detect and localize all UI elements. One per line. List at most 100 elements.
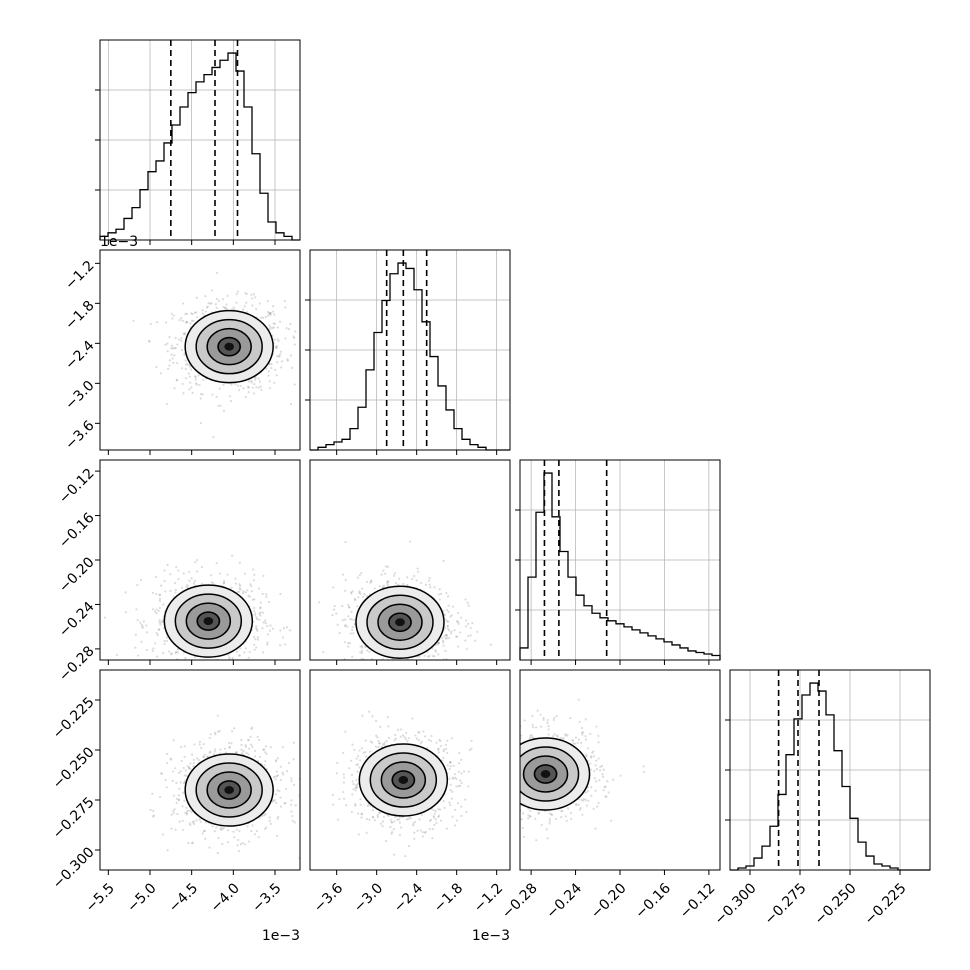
scatter-point <box>158 619 161 622</box>
scatter-panel-3-0 <box>149 714 348 860</box>
scatter-point <box>448 761 452 764</box>
scatter-point <box>218 572 222 575</box>
scatter-point <box>465 647 468 651</box>
scatter-point <box>172 361 175 364</box>
scatter-point <box>415 737 418 740</box>
scatter-point <box>272 326 275 329</box>
scatter-point <box>507 778 509 780</box>
scatter-point <box>239 588 242 591</box>
scatter-point <box>369 581 372 584</box>
scatter-point <box>279 350 283 353</box>
scatter-point <box>175 801 178 805</box>
scatter-point <box>190 842 194 845</box>
scatter-point <box>354 804 357 807</box>
scatter-point <box>268 311 271 315</box>
scatter-point <box>273 381 276 384</box>
scatter-point <box>201 309 204 312</box>
scatter-point <box>347 641 350 645</box>
scatter-point <box>161 833 164 836</box>
scatter-point <box>573 742 577 745</box>
scatter-point <box>354 789 357 792</box>
scatter-point <box>276 757 279 760</box>
density-contour <box>369 752 438 808</box>
scatter-panel-3-1 <box>331 710 473 858</box>
scatter-point <box>447 610 450 613</box>
scatter-point <box>293 783 296 787</box>
scatter-point <box>503 791 505 793</box>
scatter-point <box>293 336 296 340</box>
scatter-point <box>250 829 253 833</box>
scatter-point <box>515 734 517 736</box>
scatter-point <box>335 612 338 615</box>
scatter-point <box>256 638 259 641</box>
scatter-point <box>289 323 292 326</box>
scatter-point <box>218 729 221 733</box>
scatter-point <box>239 843 242 846</box>
scatter-point <box>259 611 262 614</box>
scatter-point <box>247 747 251 750</box>
scatter-point <box>238 583 241 586</box>
scatter-point <box>222 305 225 309</box>
scatter-point <box>578 808 581 811</box>
scatter-point <box>188 579 191 582</box>
scatter-point <box>566 734 569 737</box>
scatter-point <box>556 734 559 737</box>
scatter-point <box>169 589 172 593</box>
scatter-point <box>293 821 297 824</box>
density-shade <box>395 618 405 627</box>
scatter-point <box>469 634 472 637</box>
scatter-point <box>387 814 390 818</box>
scatter-point <box>349 617 352 621</box>
scatter-point <box>268 820 271 823</box>
scatter-point <box>387 736 391 740</box>
scatter-point <box>438 588 441 591</box>
scatter-point <box>266 641 269 644</box>
scatter-point <box>223 581 226 585</box>
scatter-point <box>462 770 466 773</box>
scatter-point <box>481 766 483 768</box>
scatter-point <box>221 298 225 301</box>
scatter-point <box>189 322 192 325</box>
scatter-point <box>382 815 385 819</box>
scatter-frame-3-1 <box>309 669 511 871</box>
scatter-point <box>397 583 400 586</box>
scatter-point <box>443 613 447 616</box>
scatter-point <box>203 753 206 756</box>
scatter-point <box>261 627 264 630</box>
scatter-point <box>199 820 202 823</box>
scatter-point <box>499 776 501 778</box>
scatter-point <box>449 765 452 768</box>
scatter-point <box>182 828 185 832</box>
scatter-point <box>180 745 183 749</box>
scatter-point <box>507 755 509 757</box>
scatter-point <box>208 846 211 849</box>
scatter-point <box>346 809 348 811</box>
scatter-point <box>428 827 431 831</box>
scatter-point <box>391 830 394 834</box>
scatter-point <box>410 664 412 666</box>
scatter-point <box>406 672 408 674</box>
scatter-point <box>373 665 375 667</box>
scatter-point <box>393 820 396 823</box>
scatter-point <box>449 761 453 764</box>
scatter-point <box>280 366 283 369</box>
scatter-point <box>418 818 421 821</box>
scatter-point <box>423 831 427 834</box>
scatter-point <box>392 574 396 577</box>
scatter-point <box>155 612 158 615</box>
scatter-point <box>206 755 209 758</box>
scatter-point <box>103 616 107 619</box>
scatter-point <box>377 739 380 743</box>
scatter-point <box>277 354 280 358</box>
scatter-point <box>199 397 202 400</box>
scatter-point <box>577 698 580 701</box>
scatter-point <box>331 793 335 797</box>
scatter-point <box>217 664 219 666</box>
scatter-point <box>178 820 181 823</box>
scatter-point <box>356 576 360 579</box>
scatter-point <box>405 818 408 821</box>
scatter-point <box>211 674 213 676</box>
scatter-point <box>180 586 184 589</box>
scatter-point <box>403 678 405 680</box>
scatter-point <box>445 592 448 595</box>
